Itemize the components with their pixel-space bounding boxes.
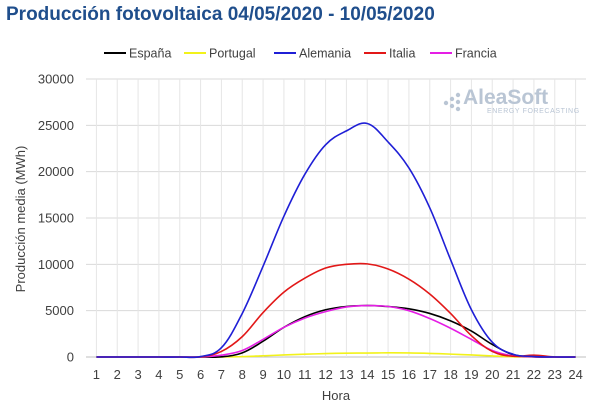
x-tick-label: 6	[197, 367, 204, 382]
x-tick-labels: 1 2 3 4 5 6 7 8 9 10 11 12 13 14 15 16 17 18 19 20 21 22 23 24	[93, 367, 583, 382]
x-tick-label: 18	[443, 367, 457, 382]
legend-label: Portugal	[209, 47, 256, 61]
logo-tagline: ENERGY FORECASTING	[487, 108, 580, 115]
legend: España Portugal Alemania Italia Francia	[104, 47, 497, 61]
x-tick-label: 20	[485, 367, 499, 382]
x-tick-label: 17	[423, 367, 437, 382]
series-lines	[96, 122, 576, 359]
x-tick-label: 23	[548, 367, 562, 382]
chart-title: Producción fotovoltaica 04/05/2020 - 10/…	[6, 4, 435, 25]
y-tick-label: 20000	[38, 164, 74, 179]
logo-dots-icon	[443, 92, 461, 112]
series-line-4	[96, 304, 576, 358]
x-tick-label: 1	[93, 367, 100, 382]
x-tick-label: 16	[402, 367, 416, 382]
logo-name: AleaSoft	[463, 86, 548, 109]
x-tick-label: 2	[114, 367, 121, 382]
x-tick-label: 24	[568, 367, 582, 382]
y-tick-label: 30000	[38, 72, 74, 87]
series-line-2	[96, 122, 576, 359]
x-tick-label: 19	[464, 367, 478, 382]
x-tick-label: 13	[339, 367, 353, 382]
x-tick-label: 10	[277, 367, 291, 382]
x-tick-label: 22	[527, 367, 541, 382]
legend-label: Italia	[389, 47, 415, 61]
series-line-0	[96, 304, 576, 358]
y-tick-label: 0	[67, 350, 74, 365]
legend-label: Francia	[455, 47, 497, 61]
x-tick-label: 12	[318, 367, 332, 382]
x-tick-label: 4	[155, 367, 162, 382]
y-tick-label: 15000	[38, 211, 74, 226]
x-tick-label: 5	[176, 367, 183, 382]
y-tick-labels: 0 5000 10000 15000 20000 25000 30000	[38, 72, 74, 365]
x-tick-label: 14	[360, 367, 374, 382]
legend-label: España	[129, 47, 171, 61]
x-tick-label: 11	[298, 367, 312, 382]
x-tick-label: 9	[259, 367, 266, 382]
x-tick-label: 3	[134, 367, 141, 382]
x-tick-label: 21	[506, 367, 520, 382]
x-axis-label: Hora	[322, 388, 351, 403]
x-tick-label: 8	[239, 367, 246, 382]
y-axis-label: Producción media (MWh)	[13, 146, 28, 293]
grid-lines	[86, 78, 586, 358]
aleasoft-logo: AleaSoft ENERGY FORECASTING	[443, 86, 580, 115]
y-tick-label: 10000	[38, 257, 74, 272]
y-tick-label: 25000	[38, 118, 74, 133]
x-tick-label: 7	[218, 367, 225, 382]
y-tick-label: 5000	[45, 303, 74, 318]
legend-label: Alemania	[299, 47, 351, 61]
x-tick-label: 15	[381, 367, 395, 382]
